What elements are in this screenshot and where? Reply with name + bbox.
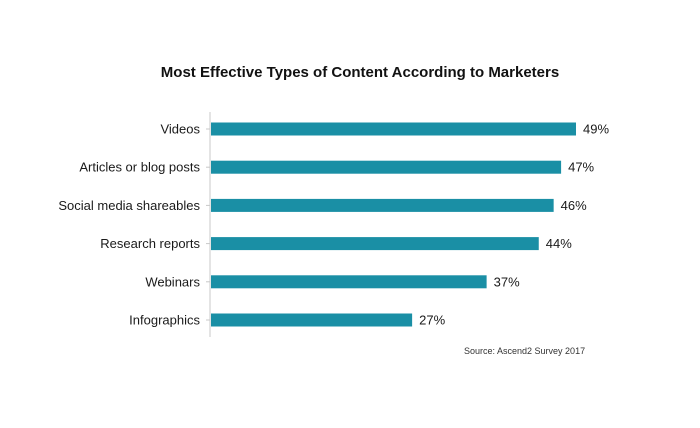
category-label: Research reports <box>100 236 200 251</box>
data-label: 47% <box>568 160 594 175</box>
data-label: 46% <box>561 198 587 213</box>
category-label: Infographics <box>129 313 200 328</box>
source-note: Source: Ascend2 Survey 2017 <box>464 346 586 356</box>
bar <box>211 122 576 136</box>
category-label: Videos <box>160 122 200 137</box>
data-label: 44% <box>546 236 572 251</box>
data-label: 37% <box>494 274 520 289</box>
category-label: Social media shareables <box>58 198 200 213</box>
chart-title: Most Effective Types of Content Accordin… <box>160 64 560 81</box>
data-label: 49% <box>583 122 609 137</box>
bars-layer: Videos 49% Articles or blog posts 47% Social… <box>58 112 609 337</box>
bar <box>211 198 554 212</box>
category-label: Webinars <box>145 274 200 289</box>
category-label: Articles or blog posts <box>79 160 200 175</box>
bar <box>211 160 562 174</box>
bar <box>211 313 413 327</box>
bar <box>211 275 487 289</box>
data-label: 27% <box>419 313 445 328</box>
bar <box>211 237 539 251</box>
